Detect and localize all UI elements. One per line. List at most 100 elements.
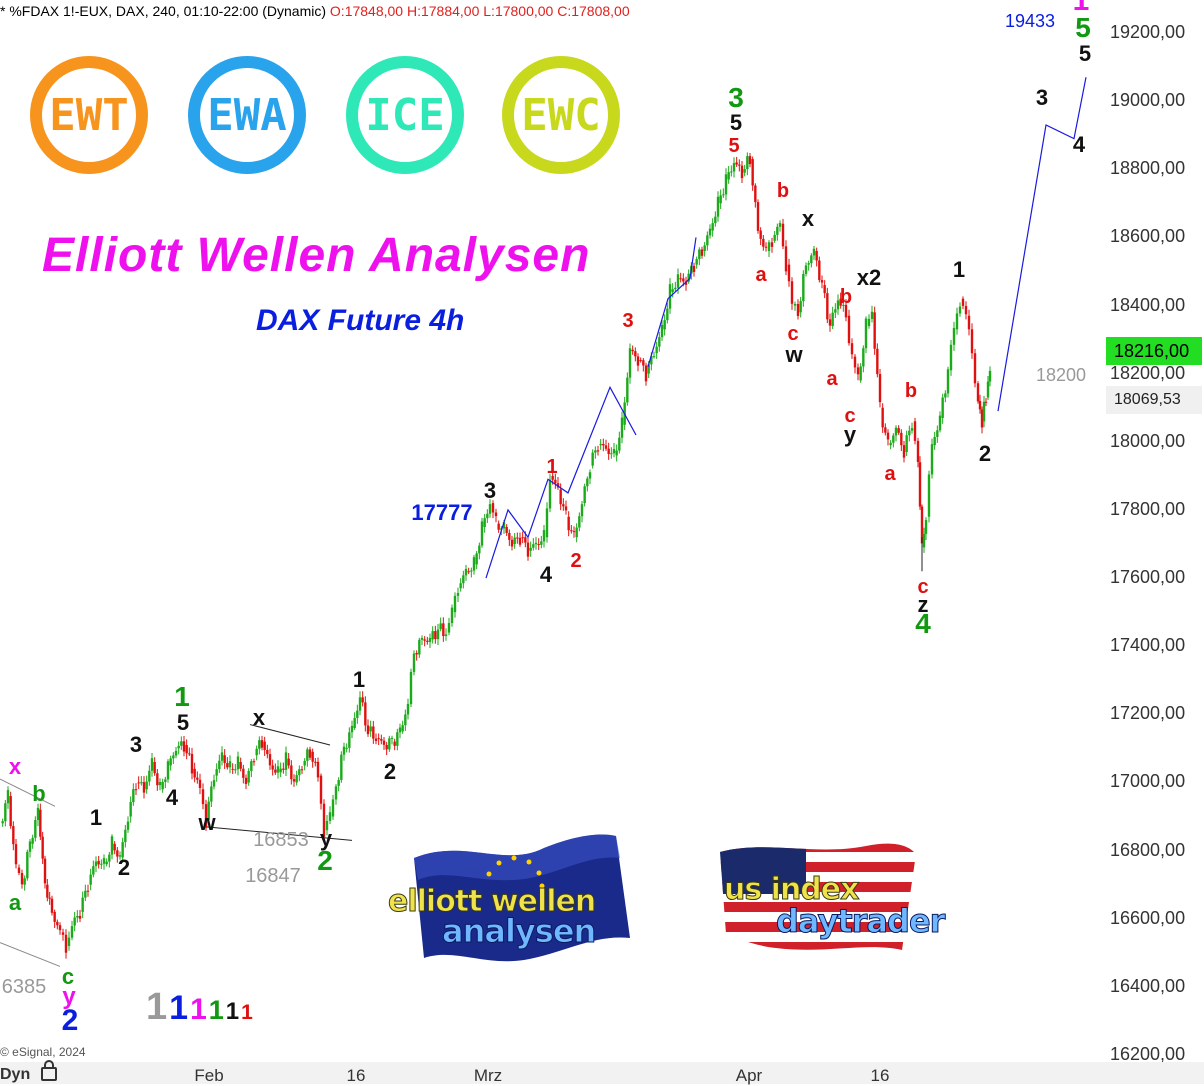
candle-body bbox=[316, 761, 320, 778]
candle-body bbox=[345, 747, 348, 749]
marker-price-label: 18069,53 bbox=[1106, 386, 1202, 414]
wave-label: 3 bbox=[1035, 84, 1049, 110]
candle-body bbox=[319, 775, 323, 804]
candle-body bbox=[714, 216, 717, 224]
candle-body bbox=[478, 545, 481, 554]
chart-title: Elliott Wellen Analysen bbox=[42, 229, 591, 282]
candle-body bbox=[142, 782, 146, 793]
wave-label: b bbox=[904, 379, 918, 402]
wave-label: 5 bbox=[729, 110, 743, 136]
wave-label: 4 bbox=[165, 784, 179, 810]
elliott-wellen-logo: elliott wellen analysen bbox=[384, 828, 640, 968]
candle-body bbox=[764, 246, 768, 248]
candle-body bbox=[812, 248, 816, 256]
candle-body bbox=[867, 318, 871, 326]
wave-label: w bbox=[785, 341, 803, 367]
y-tick-label: 18400,00 bbox=[1110, 294, 1186, 315]
candle-body bbox=[580, 504, 584, 517]
candle-body bbox=[6, 790, 10, 804]
candle-body bbox=[464, 568, 468, 576]
lock-icon[interactable] bbox=[40, 1060, 57, 1081]
x-tick-16-apr: 16 bbox=[870, 1066, 890, 1085]
candle-body bbox=[559, 489, 562, 505]
candle-body bbox=[642, 360, 645, 366]
y-tick-label: 17800,00 bbox=[1110, 498, 1186, 519]
candle-body bbox=[542, 530, 546, 542]
candle-body bbox=[31, 837, 34, 844]
candle-body bbox=[252, 761, 256, 763]
wave-label: a bbox=[755, 263, 767, 286]
candle-body bbox=[647, 364, 650, 374]
candle-body bbox=[404, 714, 407, 726]
candle-body bbox=[137, 782, 140, 784]
price-axis[interactable] bbox=[1104, 0, 1204, 1084]
wave-label: a bbox=[8, 890, 22, 916]
candle-body bbox=[967, 315, 971, 330]
candle-body bbox=[73, 917, 76, 926]
wave-label: a bbox=[826, 367, 838, 390]
y-tick-label: 18800,00 bbox=[1110, 158, 1186, 179]
candle-body bbox=[850, 343, 854, 355]
candle-body bbox=[193, 768, 196, 778]
candle-body bbox=[444, 634, 448, 636]
candle-body bbox=[548, 479, 552, 509]
candle-body bbox=[342, 746, 346, 755]
candle-body bbox=[113, 843, 116, 851]
wave-label: 1 bbox=[174, 681, 190, 713]
candle-body bbox=[732, 163, 736, 172]
candle-body bbox=[412, 653, 416, 672]
candle-body bbox=[602, 443, 605, 446]
candle-body bbox=[314, 761, 317, 763]
trend-line-2 bbox=[0, 942, 61, 967]
projection-lines bbox=[485, 77, 1087, 579]
trend-line-3 bbox=[0, 778, 56, 807]
candle-body bbox=[976, 383, 980, 402]
candle-body bbox=[415, 653, 418, 655]
candle-body bbox=[773, 234, 776, 241]
candle-body bbox=[986, 381, 990, 398]
candle-body bbox=[738, 164, 741, 166]
candle-body bbox=[955, 313, 959, 330]
candle-body bbox=[177, 745, 180, 749]
degree-legend-item: 1 bbox=[225, 998, 240, 1025]
candle-body bbox=[878, 374, 882, 403]
candle-body bbox=[556, 483, 560, 488]
candle-body bbox=[502, 522, 506, 529]
candle-body bbox=[748, 156, 752, 165]
y-tick-label: 18200,00 bbox=[1110, 362, 1186, 383]
candle-body bbox=[980, 409, 984, 428]
wave-label: 1 bbox=[89, 805, 103, 831]
last-price-label: 18216,00 bbox=[1106, 337, 1202, 365]
degree-legend-item: 1 bbox=[190, 993, 207, 1026]
candle-body bbox=[374, 738, 378, 741]
candle-body bbox=[604, 445, 608, 449]
candle-body bbox=[308, 749, 312, 758]
time-axis[interactable] bbox=[0, 1062, 1204, 1084]
candle-body bbox=[161, 781, 164, 790]
candle-body bbox=[276, 766, 280, 773]
candle-body bbox=[462, 575, 465, 584]
x-tick-mrz: Mrz bbox=[473, 1066, 503, 1085]
dyn-label[interactable]: Dyn bbox=[0, 1060, 57, 1084]
chart-header: * %FDAX 1!-EUX, DAX, 240, 01:10-22:00 (D… bbox=[0, 3, 630, 19]
candle-body bbox=[86, 890, 90, 892]
candle-body bbox=[572, 531, 576, 533]
degree-legend-item: 1 bbox=[169, 989, 189, 1027]
candle-body bbox=[842, 304, 845, 306]
wave-label: x bbox=[801, 205, 815, 231]
wave-label: 2 bbox=[570, 550, 582, 573]
candle-body bbox=[236, 756, 240, 770]
candle-body bbox=[859, 366, 862, 381]
candle-body bbox=[588, 472, 592, 479]
candle-body bbox=[784, 246, 788, 272]
candle-body bbox=[831, 312, 834, 326]
candle-body bbox=[198, 779, 202, 789]
ice-badge: ICE bbox=[346, 56, 464, 174]
chart-subtitle: DAX Future 4h bbox=[256, 304, 465, 337]
candle-body bbox=[486, 513, 489, 519]
candle-body bbox=[398, 727, 402, 733]
candle-body bbox=[353, 717, 356, 728]
candle-body bbox=[150, 758, 154, 771]
candle-body bbox=[862, 348, 865, 367]
